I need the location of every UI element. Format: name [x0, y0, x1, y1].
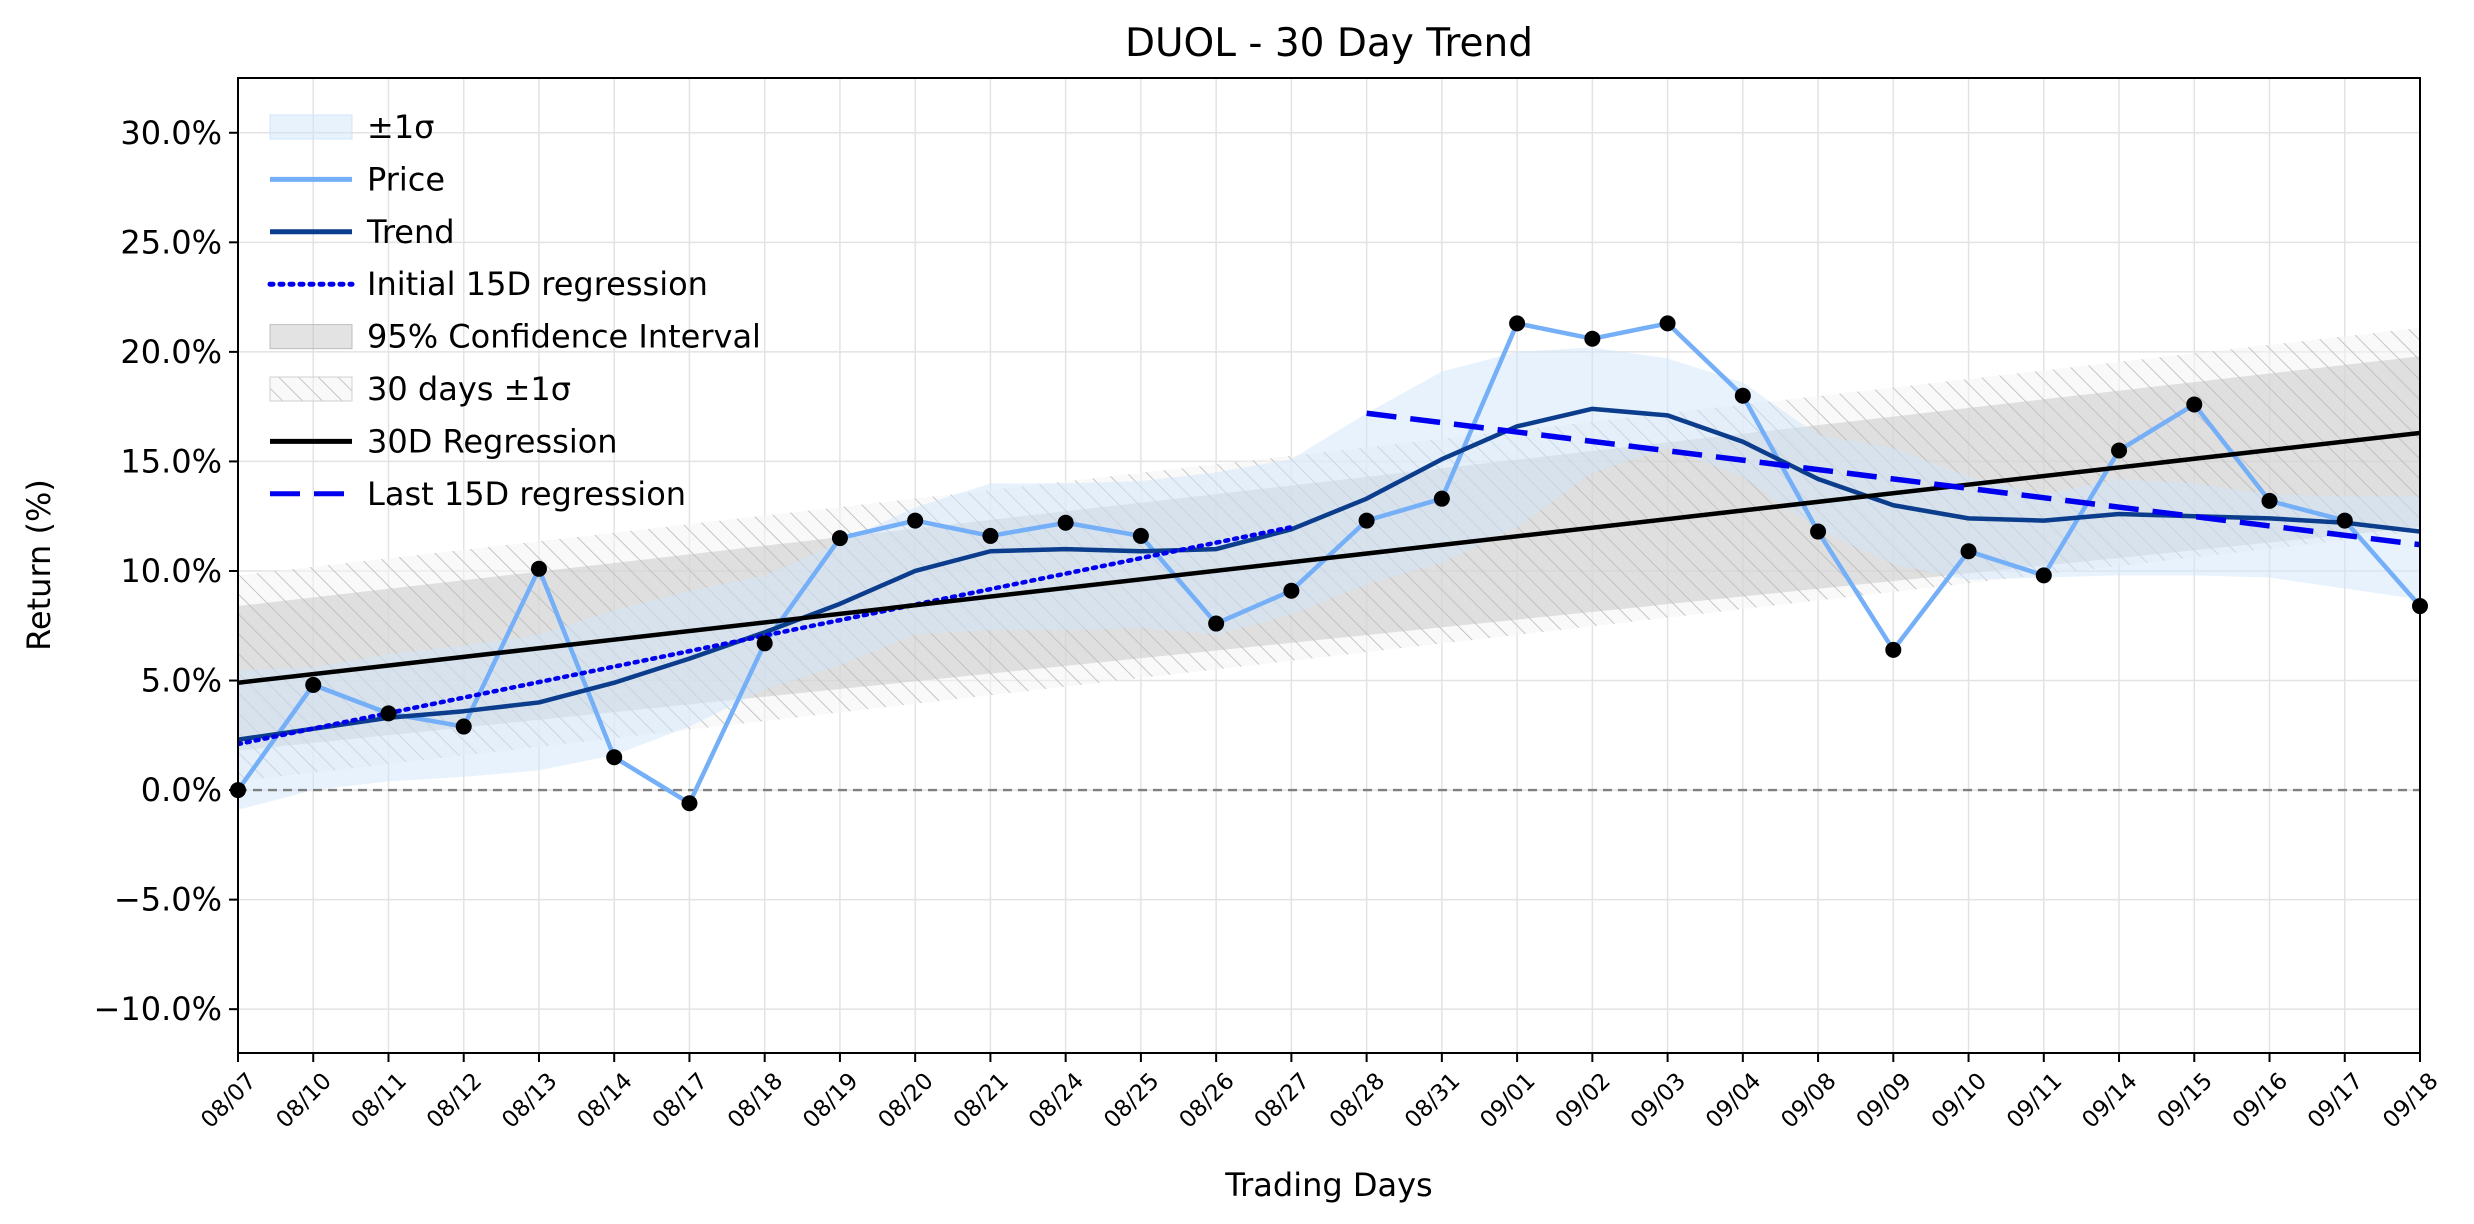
price-point	[1659, 315, 1676, 332]
legend-label: 30 days ±1σ	[367, 370, 571, 408]
legend-label: Last 15D regression	[367, 475, 686, 513]
x-tick-label: 09/15	[2153, 1068, 2218, 1133]
price-point	[1132, 527, 1149, 544]
x-tick-label: 08/27	[1250, 1068, 1315, 1133]
legend-label: Initial 15D regression	[367, 265, 708, 303]
price-point	[455, 718, 472, 735]
price-point	[1057, 514, 1074, 531]
price-point	[1509, 315, 1526, 332]
price-point	[982, 527, 999, 544]
x-tick-label: 09/14	[2077, 1068, 2142, 1133]
series-line-initial-15d-regression	[238, 524, 1294, 747]
price-point	[2035, 567, 2052, 584]
x-axis-title: Trading Days	[1224, 1166, 1432, 1204]
x-tick-label: 08/10	[272, 1068, 337, 1133]
x-tick-label: 08/21	[949, 1068, 1014, 1133]
y-tick-label: 30.0%	[120, 114, 222, 152]
price-point	[2111, 442, 2128, 459]
y-axis-title: Return (%)	[20, 479, 58, 651]
plot-frame	[237, 77, 2421, 1054]
legend-swatch	[269, 324, 353, 350]
price-point	[1283, 582, 1300, 599]
x-tick-label: 08/17	[648, 1068, 713, 1133]
y-tick-label: 0.0%	[141, 771, 222, 809]
x-tick-label: 09/02	[1551, 1068, 1616, 1133]
price-point	[681, 795, 698, 812]
x-tick-label: 08/13	[497, 1068, 562, 1133]
price-point	[606, 749, 623, 766]
price-point	[1960, 543, 1977, 560]
legend-label: Price	[367, 160, 445, 198]
x-tick-label: 08/31	[1400, 1068, 1465, 1133]
price-point	[305, 676, 322, 693]
x-tick-label: 08/14	[572, 1068, 637, 1133]
price-point	[2186, 396, 2203, 413]
x-tick-label: 09/01	[1475, 1068, 1540, 1133]
price-point	[756, 635, 773, 652]
price-point	[1208, 615, 1225, 632]
x-tick-label: 09/11	[2002, 1068, 2067, 1133]
x-tick-label: 09/18	[2378, 1068, 2443, 1133]
price-point	[1584, 330, 1601, 347]
x-tick-label: 09/04	[1701, 1068, 1766, 1133]
legend: ±1σ Price Trend Initial 15D regression 95% C…	[267, 108, 761, 513]
x-tick-label: 08/26	[1174, 1068, 1239, 1133]
band-sigma	[238, 347, 2420, 810]
y-tick-label: 10.0%	[120, 552, 222, 590]
series-line-trend	[238, 406, 2420, 742]
marker-layer	[230, 315, 2428, 812]
price-point	[1433, 490, 1450, 507]
price-point	[1358, 512, 1375, 529]
y-tick-label: 15.0%	[120, 442, 222, 480]
x-tick-label: 08/18	[723, 1068, 788, 1133]
x-tick-label: 08/19	[798, 1068, 863, 1133]
x-tick-label: 08/24	[1024, 1068, 1089, 1133]
x-tick-label: 08/25	[1099, 1068, 1164, 1133]
legend-label: ±1σ	[367, 108, 434, 146]
x-tick-label: 08/11	[347, 1068, 412, 1133]
price-point	[2336, 512, 2353, 529]
legend-label: Trend	[366, 213, 455, 251]
y-tick-label: 5.0%	[141, 662, 222, 700]
price-point	[1810, 523, 1827, 540]
series-line-30d-regression	[238, 430, 2420, 685]
legend-label: 95% Confidence Interval	[367, 318, 761, 356]
legend-label: 30D Regression	[367, 422, 618, 460]
y-tick-label: −5.0%	[114, 881, 222, 919]
x-tick-label: 08/20	[873, 1068, 938, 1133]
price-point	[1734, 387, 1751, 404]
price-point	[1885, 641, 1902, 658]
price-point	[2261, 492, 2278, 509]
x-tick-label: 09/17	[2303, 1068, 2368, 1133]
x-tick-label: 09/10	[1927, 1068, 1992, 1133]
chart-title: DUOL - 30 Day Trend	[1125, 21, 1533, 66]
x-tick-label: 09/16	[2228, 1068, 2293, 1133]
legend-swatch	[269, 376, 353, 402]
series-line-last-15d-regression	[1366, 410, 2420, 548]
y-tick-label: 25.0%	[120, 223, 222, 261]
price-point	[530, 560, 547, 577]
x-tick-label: 08/28	[1325, 1068, 1390, 1133]
legend-swatch	[269, 114, 353, 140]
price-point	[831, 530, 848, 547]
price-point	[907, 512, 924, 529]
x-tick-label: 08/07	[196, 1068, 261, 1133]
y-tick-label: −10.0%	[94, 990, 222, 1028]
x-tick-label: 09/09	[1852, 1068, 1917, 1133]
x-tick-label: 09/08	[1776, 1068, 1841, 1133]
y-axis: −10.0% −5.0% 0.0% 5.0% 10.0% 15.0% 20.0% 25.0% 3…	[94, 114, 238, 1028]
x-tick-label: 09/03	[1626, 1068, 1691, 1133]
line-layer	[238, 321, 2420, 806]
x-tick-label: 08/12	[422, 1068, 487, 1133]
y-tick-label: 20.0%	[120, 333, 222, 371]
x-axis: 08/07 08/10 08/11 08/12 08/13 08/14 08/17 08/18…	[196, 1053, 2444, 1133]
price-point	[380, 705, 397, 722]
